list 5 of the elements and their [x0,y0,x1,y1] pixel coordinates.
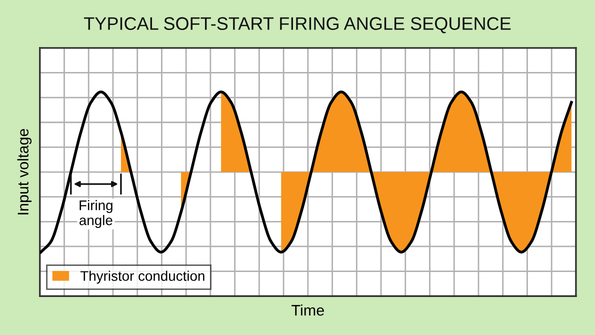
chart-title: TYPICAL SOFT-START FIRING ANGLE SEQUENCE [84,17,511,34]
annotation: Firing angle [80,200,112,228]
x-axis-title: Time [292,304,324,316]
legend-label: Thyristor conduction [80,270,204,284]
y-axis-title: Input voltage [17,128,32,214]
